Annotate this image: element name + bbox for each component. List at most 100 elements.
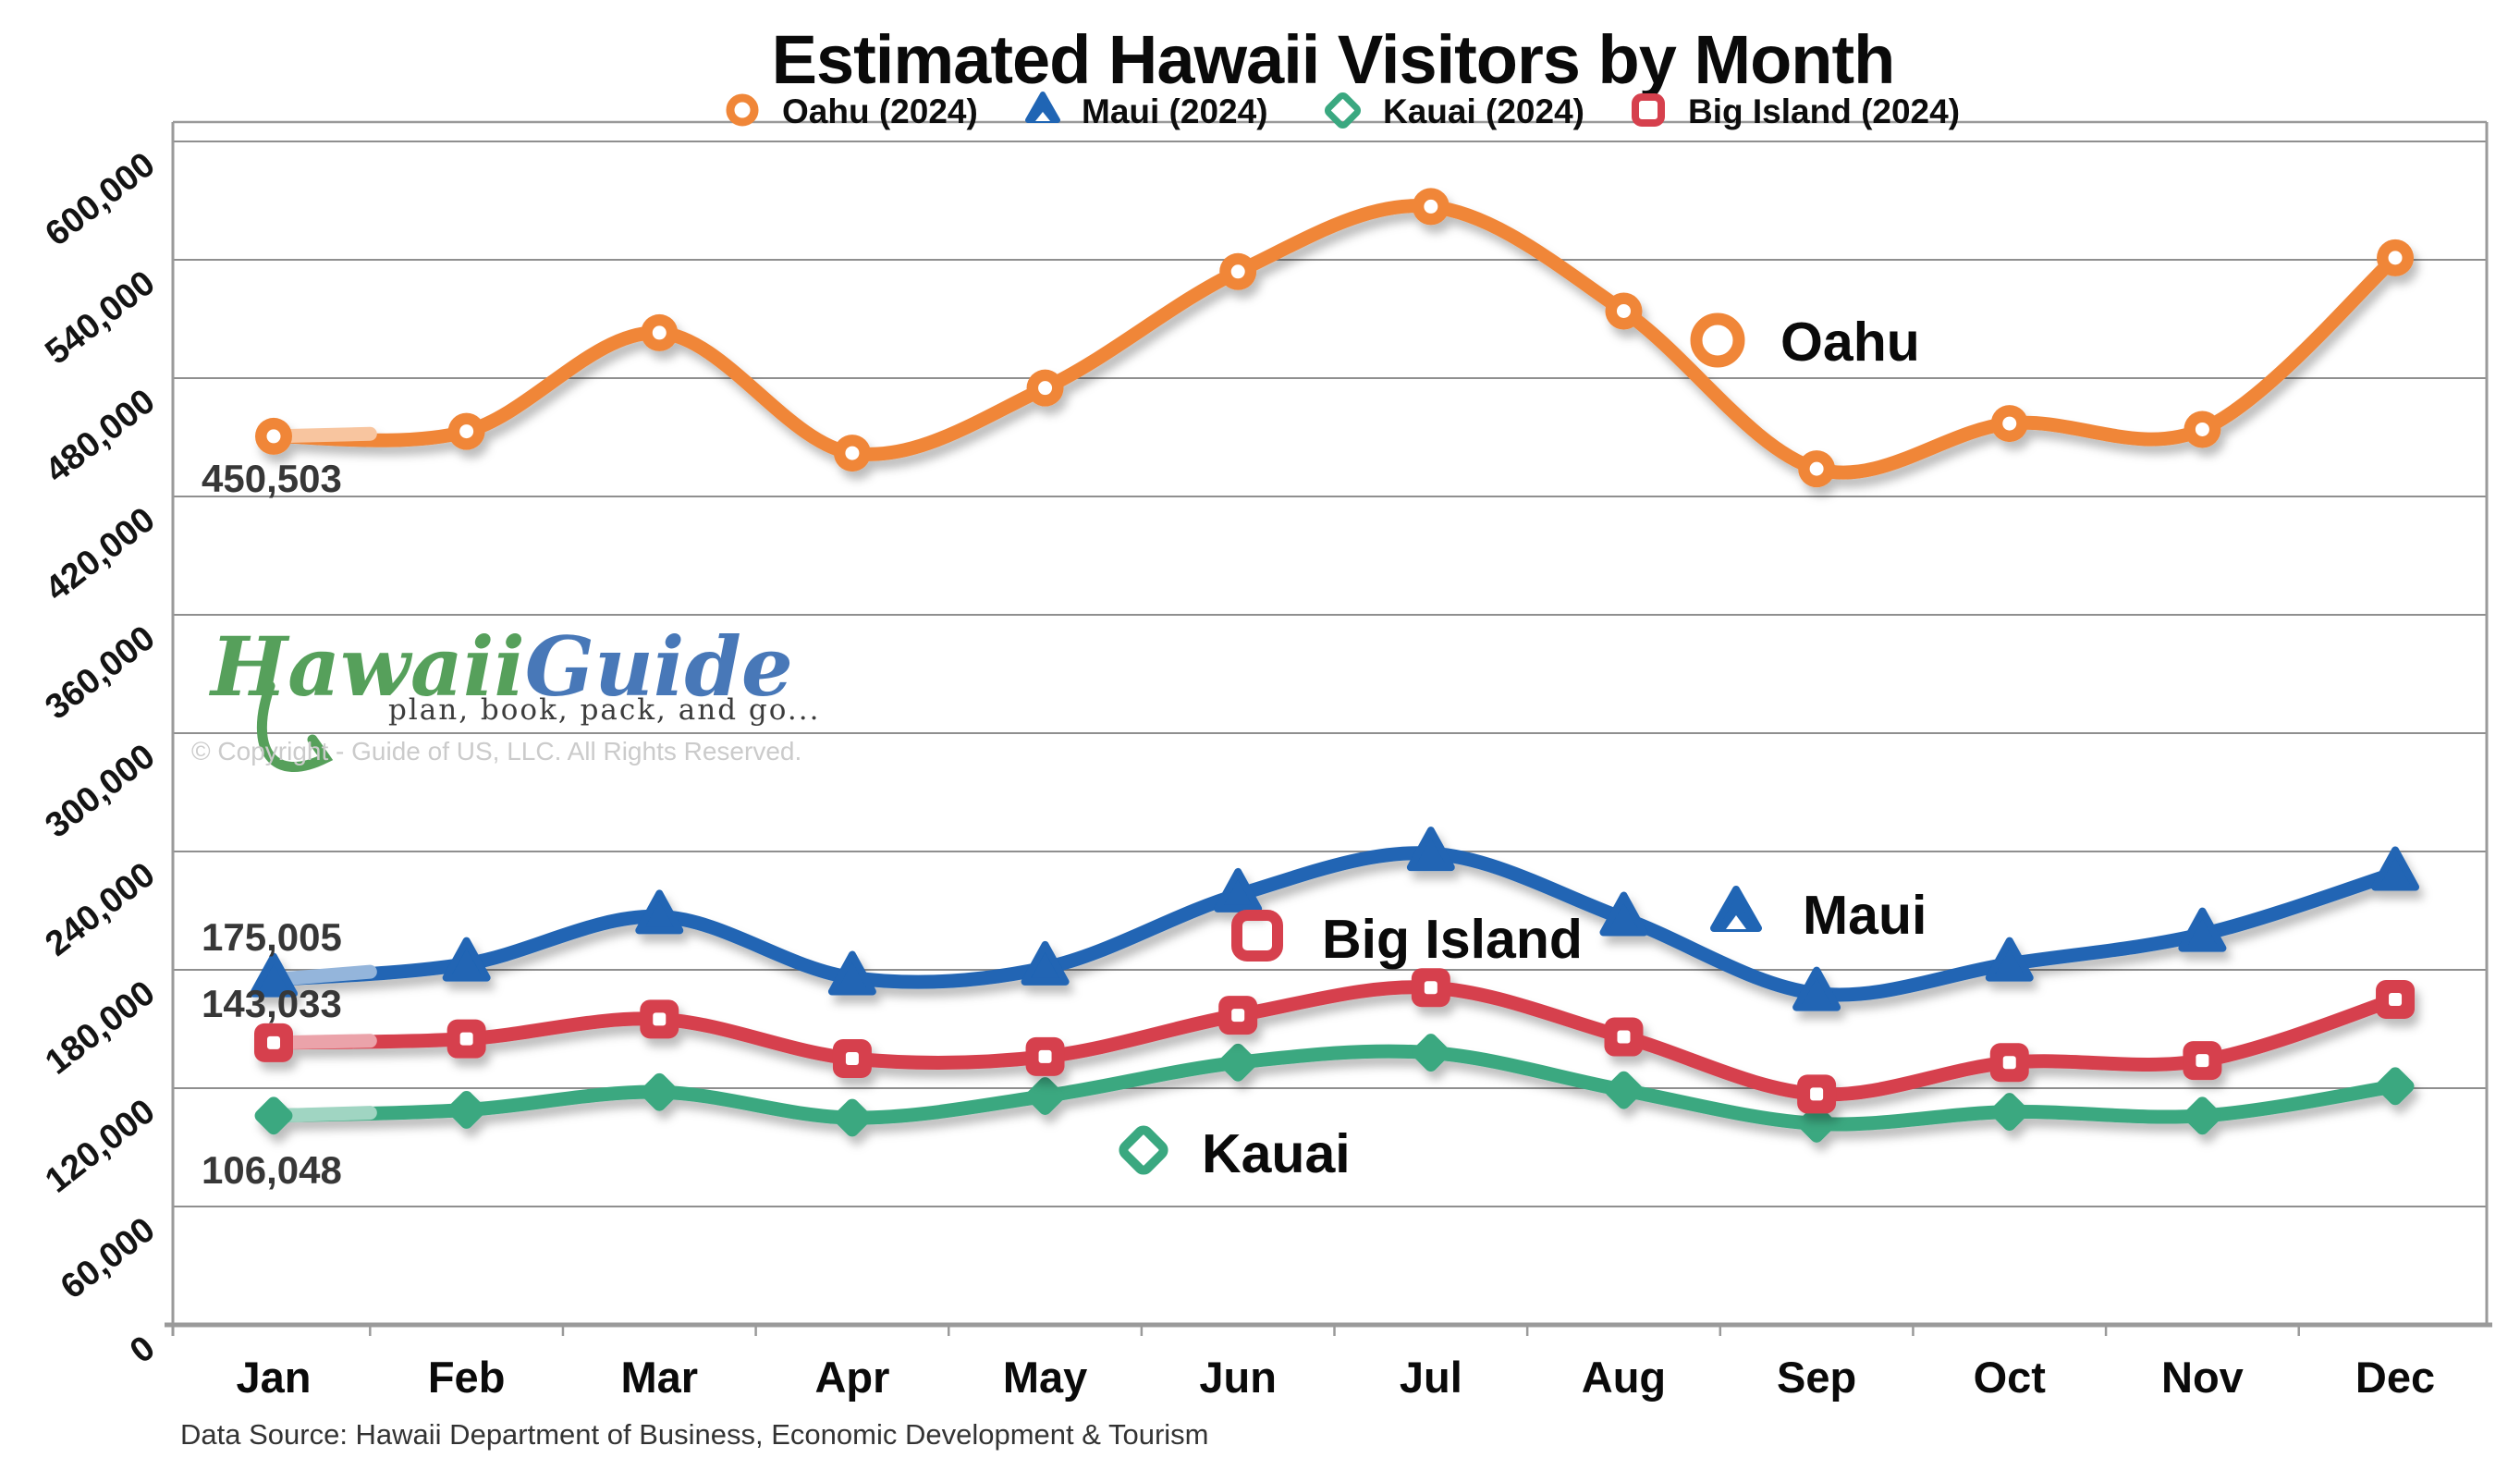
legend-label: Kauai (2024) [1383,92,1584,130]
x-axis-month-label: Apr [814,1353,889,1402]
data-point-marker [827,950,876,996]
data-point-marker-hole [1230,264,1245,279]
inline-label-kauai: Kauai [1119,1123,1351,1184]
data-point-marker [833,1098,872,1137]
kauai-diamond-icon [1324,92,1362,129]
y-axis-tick-label: 300,000 [38,737,162,846]
logo-hawaii-text: Hawaii [208,619,525,715]
data-point-marker [1599,891,1648,937]
data-point-marker-hole [2002,416,2017,431]
copyright-text: © Copyright - Guide of US, LLC. All Righ… [191,737,801,766]
inline-label-maui: Maui [1710,885,1927,946]
fishhook-icon [256,680,334,772]
y-axis-tick-label: 240,000 [38,855,162,964]
data-point-marker-hole [1038,1049,1052,1063]
oahu-circle-icon [726,93,759,127]
series-line [266,199,2403,480]
big-island-square-icon [1231,910,1283,962]
x-axis-month-label: Sep [1777,1353,1856,1402]
y-axis-tick-label: 420,000 [38,500,162,609]
legend-item-maui: Maui (2024) [1025,92,1268,130]
data-point-marker-hole [1810,1087,1824,1101]
tick-labels-layer: 0 60,000120,000180,000240,000300,000360,0… [38,145,2435,1402]
annotation-oahu-jan: 450,503 [202,457,342,500]
x-axis-month-label: Jul [1400,1353,1462,1402]
data-source-footer: Data Source: Hawaii Department of Busine… [180,1418,1208,1451]
data-point-marker [1412,1034,1450,1072]
legend-label: Oahu (2024) [782,92,978,130]
data-point-marker [1990,1093,2029,1132]
oahu-circle-icon [1690,312,1745,368]
data-point-marker [1985,937,2034,982]
data-point-marker [1797,1104,1836,1143]
data-point-marker-hole [2388,251,2403,265]
y-axis-tick-label: 600,000 [38,145,162,254]
data-point-marker [2183,1096,2221,1135]
data-point-marker-hole [845,1052,859,1065]
big-island-square-icon [1632,93,1665,127]
data-point-marker-hole [653,1012,667,1026]
data-point-marker [254,1096,293,1135]
maui-triangle-notch [1035,112,1050,121]
data-point-marker-hole [1617,1030,1631,1044]
logo-tagline: plan, book, pack, and go... [388,693,820,727]
data-point-marker [2178,907,2227,952]
legend-label: Maui (2024) [1082,92,1268,130]
legend: Oahu (2024) Maui (2024) Kauai (2024) Big… [726,92,1960,130]
data-point-marker-hole [2389,993,2403,1006]
data-point-marker-hole [1038,381,1053,396]
logo-guide-text: Guide [525,619,793,715]
annotation-big-island-jan: 143,033 [202,982,342,1025]
x-axis-month-label: Nov [2161,1353,2244,1402]
data-point-marker [447,1091,486,1129]
y-axis-tick-label: 0 [123,1329,163,1371]
data-point-marker-hole [845,446,860,460]
data-point-marker [2371,846,2420,891]
logo-text: HawaiiGuide [208,619,793,715]
annotation-kauai-jan: 106,048 [202,1148,342,1192]
data-point-marker [442,937,491,982]
series-kauai [254,1034,2415,1143]
data-point-marker-hole [1616,303,1631,318]
x-axis-month-label: Jan [237,1353,312,1402]
data-point-marker-hole [1809,461,1824,476]
series-oahu [255,188,2415,488]
data-point-marker-hole [1424,199,1438,214]
maui-triangle-notch [1726,915,1746,929]
axes-layer [165,120,2492,1336]
kauai-diamond-icon [1119,1125,1168,1175]
inline-label-oahu: Oahu [1690,312,1920,373]
watermark: HawaiiGuide plan, book, pack, and go... … [191,619,820,772]
data-point-marker [1605,1071,1643,1109]
inline-label-text: Oahu [1780,312,1920,373]
chart-title: Estimated Hawaii Visitors by Month [772,21,1895,98]
y-axis-tick-label: 120,000 [38,1092,162,1201]
legend-item-big-island: Big Island (2024) [1632,92,1960,130]
y-axis-tick-label: 480,000 [38,382,162,491]
data-point-marker-hole [266,429,281,444]
legend-label: Big Island (2024) [1688,92,1960,130]
data-point-marker [1792,966,1841,1011]
x-axis-month-label: Oct [1974,1353,2047,1402]
data-point-marker-hole [267,1035,280,1049]
series-layer [250,188,2420,1143]
data-point-marker [1406,827,1455,872]
x-axis-month-label: Mar [620,1353,698,1402]
series-line [266,1044,2403,1132]
series-big-island [254,968,2416,1114]
data-point-marker [250,952,298,998]
data-point-marker [1214,867,1263,913]
annotation-maui-jan: 175,005 [202,915,342,959]
inline-label-text: Kauai [1202,1123,1351,1184]
data-point-marker-hole [2196,1054,2209,1068]
data-point-marker [640,1072,679,1111]
data-point-marker [1021,940,1070,986]
data-point-marker-hole [1231,1009,1245,1023]
data-point-marker [2376,1067,2415,1106]
data-point-marker-hole [459,1032,473,1046]
data-point-marker [1218,1043,1257,1082]
x-axis-month-label: Aug [1582,1353,1666,1402]
data-point-marker-hole [1424,981,1437,995]
